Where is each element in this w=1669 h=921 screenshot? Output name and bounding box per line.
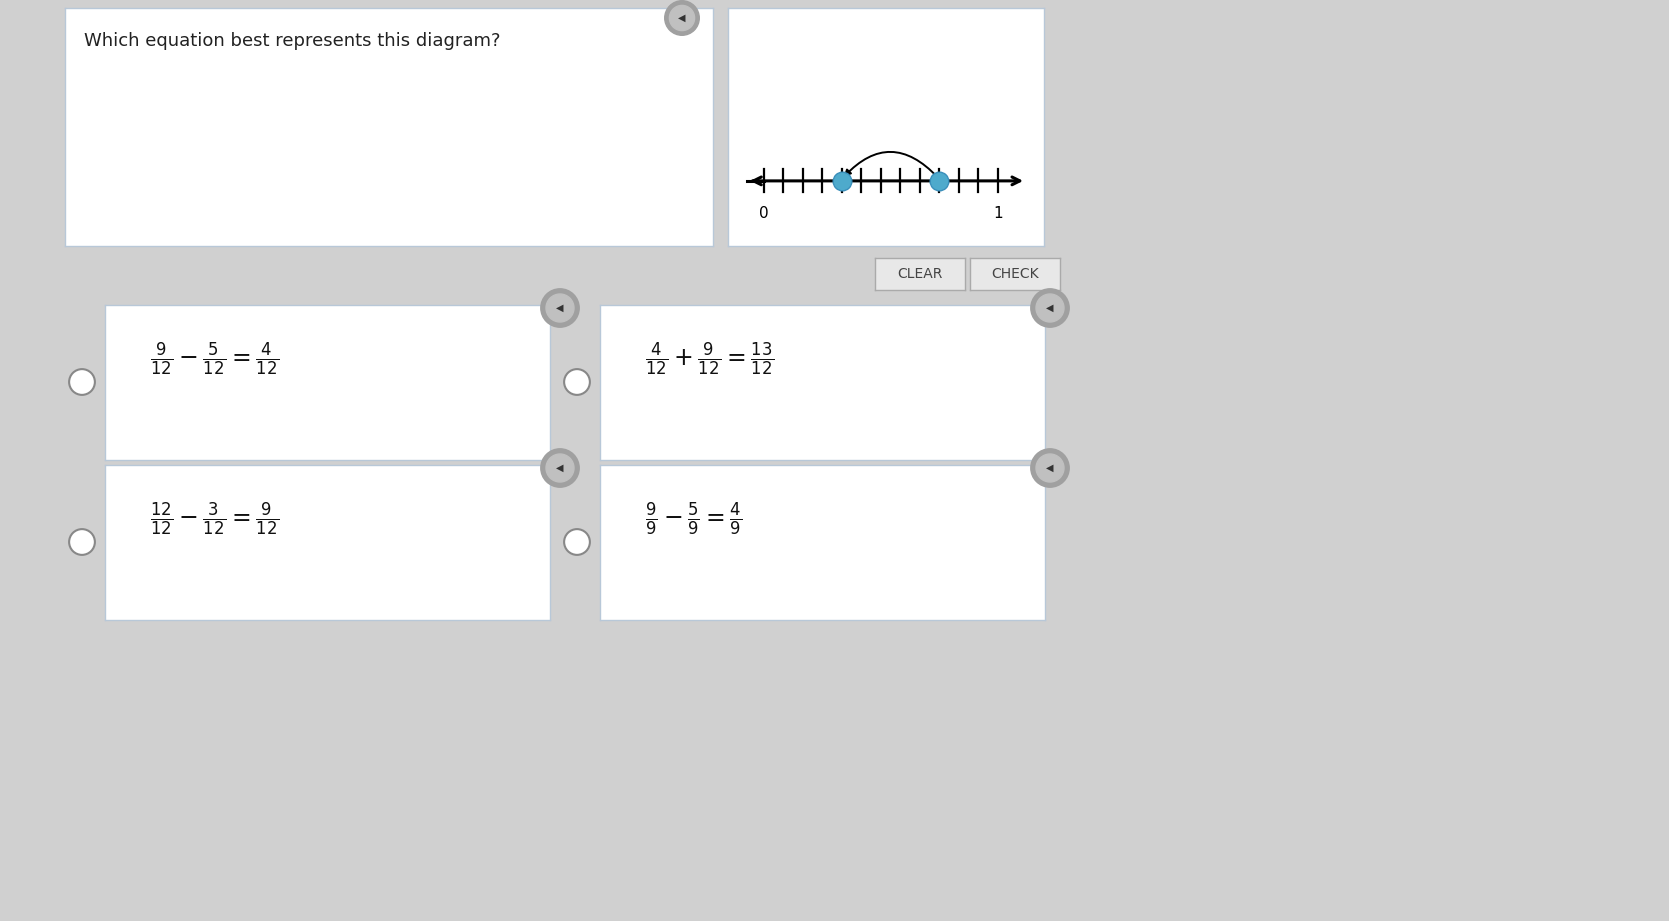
Point	[828, 173, 855, 188]
Text: $\frac{4}{12} + \frac{9}{12} = \frac{13}{12}$: $\frac{4}{12} + \frac{9}{12} = \frac{13}…	[644, 341, 773, 378]
Circle shape	[541, 289, 579, 327]
Point	[926, 173, 953, 188]
Circle shape	[541, 449, 579, 487]
Text: $\frac{9}{9} - \frac{5}{9} = \frac{4}{9}$: $\frac{9}{9} - \frac{5}{9} = \frac{4}{9}…	[644, 500, 743, 538]
Circle shape	[546, 454, 574, 482]
Text: $\frac{12}{12} - \frac{3}{12} = \frac{9}{12}$: $\frac{12}{12} - \frac{3}{12} = \frac{9}…	[150, 500, 279, 538]
Circle shape	[1031, 449, 1070, 487]
Text: ◀: ◀	[1046, 463, 1053, 473]
Circle shape	[68, 369, 95, 395]
Text: $\frac{9}{12} - \frac{5}{12} = \frac{4}{12}$: $\frac{9}{12} - \frac{5}{12} = \frac{4}{…	[150, 341, 279, 378]
Text: CHECK: CHECK	[991, 267, 1038, 281]
Circle shape	[1031, 289, 1070, 327]
Text: Which equation best represents this diagram?: Which equation best represents this diag…	[85, 32, 501, 50]
Text: ◀: ◀	[556, 463, 564, 473]
Circle shape	[564, 369, 589, 395]
Text: ◀: ◀	[678, 13, 686, 23]
Text: ◀: ◀	[556, 303, 564, 313]
Circle shape	[68, 530, 95, 554]
Circle shape	[1036, 294, 1065, 322]
Text: CLEAR: CLEAR	[898, 267, 943, 281]
Text: ◀: ◀	[1046, 303, 1053, 313]
Circle shape	[1036, 454, 1065, 482]
Text: 0: 0	[759, 205, 768, 221]
Text: 1: 1	[993, 205, 1003, 221]
Circle shape	[664, 1, 699, 35]
Circle shape	[669, 6, 694, 30]
Circle shape	[546, 294, 574, 322]
Circle shape	[564, 530, 589, 554]
